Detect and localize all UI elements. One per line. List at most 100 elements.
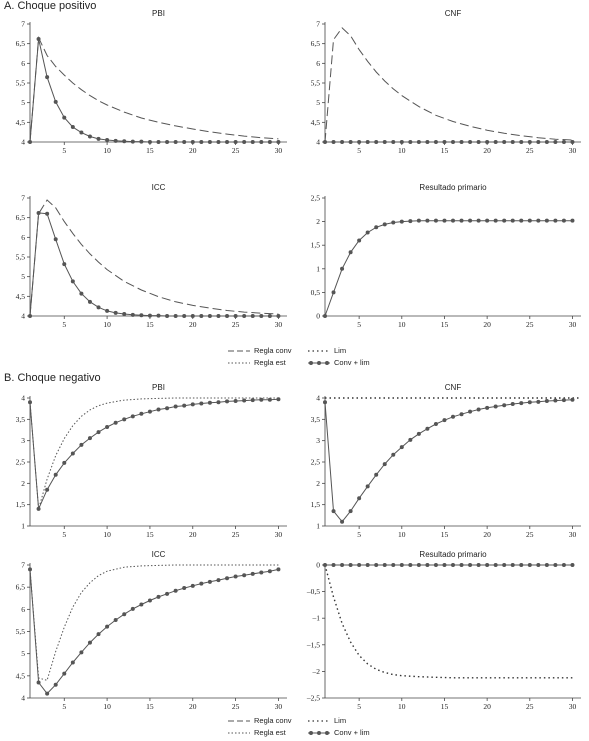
series-line-conv — [29, 35, 279, 143]
data-point — [242, 573, 247, 578]
data-point — [416, 218, 421, 223]
x-tick-label: 10 — [398, 146, 406, 155]
data-point — [527, 140, 532, 144]
chart-b-pbi: PBI 1 1,5 2 2,5 3 3,5 4 5 10 15 20 25 30 — [16, 383, 287, 539]
data-point — [190, 314, 195, 318]
data-point — [519, 218, 524, 223]
chart-a-pbi: PBI 4 4,5 5 5,5 6 6,5 7 5 10 15 20 25 30 — [16, 9, 287, 155]
legend-label-regla-est: Regla est — [254, 728, 286, 737]
data-point — [165, 591, 170, 596]
data-point — [190, 583, 195, 588]
data-point — [502, 563, 507, 567]
legend-item-regla-conv: Regla conv — [228, 346, 292, 355]
series-line-convlim — [29, 398, 279, 510]
data-point — [87, 134, 92, 139]
series-line-est — [29, 397, 279, 510]
y-tick-label: 7 — [316, 20, 320, 29]
data-point — [250, 140, 255, 144]
x-tick-label: 20 — [189, 320, 197, 329]
y-tick-label: 4 — [21, 694, 25, 703]
data-point — [433, 422, 438, 427]
data-point — [242, 314, 247, 318]
data-point — [36, 506, 41, 511]
data-point — [493, 563, 498, 567]
data-point — [45, 211, 50, 216]
data-point — [87, 299, 92, 304]
legend-item-conv-lim: Conv + lim — [308, 728, 370, 737]
data-point — [544, 398, 549, 403]
data-point — [451, 563, 455, 567]
data-point — [451, 218, 455, 223]
data-point — [113, 617, 118, 622]
data-point — [250, 314, 255, 318]
data-point — [225, 399, 230, 404]
y-tick-label: 6,5 — [16, 39, 26, 48]
data-point — [173, 588, 178, 593]
data-point — [502, 140, 507, 144]
data-point — [536, 140, 541, 144]
legend-item-regla-est: Regla est — [228, 728, 286, 737]
data-point — [459, 140, 464, 144]
data-point — [459, 412, 464, 417]
legend-item-lim: Lim — [308, 716, 346, 725]
data-point — [476, 140, 481, 144]
data-point — [156, 407, 161, 412]
data-point — [182, 314, 187, 318]
y-tick-label: 2 — [21, 479, 25, 488]
y-tick-label: 2,5 — [311, 194, 321, 203]
series-line-convlim — [29, 212, 279, 317]
y-tick-label: 5,5 — [16, 627, 26, 636]
x-tick-label: 30 — [569, 702, 577, 711]
data-point — [259, 397, 264, 402]
data-point — [502, 218, 507, 223]
data-point — [207, 314, 212, 318]
data-point — [561, 218, 566, 223]
data-point — [259, 140, 264, 144]
data-point — [348, 140, 353, 144]
data-point — [105, 138, 110, 143]
data-point — [147, 140, 152, 144]
data-point — [485, 140, 490, 144]
y-tick-label: 3,5 — [16, 415, 26, 424]
legend-item-regla-est: Regla est — [228, 358, 286, 367]
data-point — [399, 563, 404, 567]
data-point — [416, 431, 421, 436]
y-tick-label: 5 — [316, 98, 320, 107]
data-point — [233, 140, 238, 144]
data-point — [570, 563, 575, 567]
data-point — [165, 140, 170, 144]
data-point — [340, 563, 345, 567]
x-tick-label: 5 — [357, 320, 361, 329]
data-point — [250, 571, 255, 576]
data-point — [340, 140, 345, 144]
data-point — [348, 250, 353, 255]
x-tick-label: 30 — [275, 530, 283, 539]
data-point — [365, 230, 370, 235]
data-point — [399, 219, 404, 224]
data-point — [156, 140, 161, 144]
data-point — [544, 218, 549, 223]
data-point — [105, 425, 110, 430]
y-tick-label: 2 — [316, 217, 320, 226]
data-point — [374, 140, 379, 144]
y-tick-label: 1,5 — [311, 500, 321, 509]
x-tick-label: 25 — [526, 146, 534, 155]
y-tick-label: 4 — [316, 394, 320, 403]
x-tick-label: 25 — [232, 530, 240, 539]
y-tick-label: 4,5 — [16, 118, 26, 127]
data-point — [442, 563, 447, 567]
data-point — [165, 406, 170, 411]
data-point — [561, 398, 566, 403]
chart-a-resultado-primario: Resultado primario 0 0,5 1 1,5 2 2,5 5 10 15 20 25 3… — [311, 183, 581, 329]
data-point — [416, 140, 421, 144]
y-tick-label: 1,5 — [311, 241, 321, 250]
data-point — [553, 140, 558, 144]
y-tick-label: 0 — [316, 312, 320, 321]
data-point — [36, 210, 41, 215]
chart-b-resultado-primario: Resultado primario –2,5 –2 –1,5 –1 –0,5 0 5 10 15… — [306, 550, 581, 711]
data-point — [536, 399, 541, 404]
data-point — [105, 308, 110, 313]
x-tick-label: 20 — [189, 530, 197, 539]
data-point — [62, 262, 67, 267]
x-tick-label: 10 — [103, 146, 111, 155]
